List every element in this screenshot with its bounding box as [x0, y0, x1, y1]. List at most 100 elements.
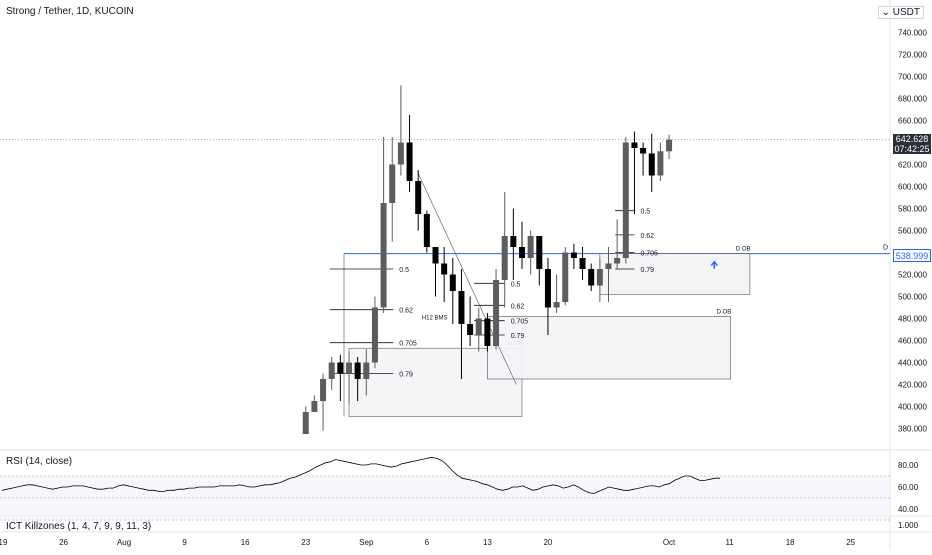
candle-body — [596, 269, 603, 286]
y-tick-label: 720.000 — [898, 51, 927, 60]
currency-label: USDT — [892, 7, 920, 18]
currency-selector[interactable]: ⌄ USDT — [877, 6, 924, 19]
candle-body — [354, 362, 361, 379]
fib-level-label: 0.5 — [511, 281, 521, 288]
candle-body — [397, 142, 404, 165]
order-block-label: D OB — [736, 247, 751, 253]
candle-body — [536, 236, 543, 269]
x-tick-label: 25 — [846, 538, 855, 547]
level-price-badge: 538.999 — [893, 249, 931, 262]
candle-body — [605, 263, 612, 269]
x-tick-label: Sep — [359, 538, 374, 547]
candle-body — [415, 181, 422, 214]
order-block — [599, 253, 751, 295]
y-tick-label: 600.000 — [898, 183, 927, 192]
y-tick-label: 560.000 — [898, 227, 927, 236]
annotation-label: H12 BMS — [422, 315, 448, 321]
ict-title: ICT Killzones (1, 4, 7, 9, 9, 11, 3) — [6, 521, 152, 532]
candle-body — [380, 203, 387, 308]
candle-body — [449, 274, 456, 291]
fib-level-label: 0.79 — [399, 372, 413, 379]
candle-body — [371, 307, 378, 363]
candle-body — [467, 324, 474, 335]
y-tick-label: 740.000 — [898, 29, 927, 38]
y-tick-label: 460.000 — [898, 337, 927, 346]
order-block-label: D OB — [717, 309, 732, 315]
candle-body — [484, 318, 491, 346]
candle-body — [363, 362, 370, 379]
fib-level-label: 0.705 — [511, 319, 529, 326]
trend-line — [417, 173, 517, 385]
candle-body — [406, 142, 413, 181]
fib-level-label: 0.62 — [511, 303, 525, 310]
candle-body — [302, 412, 309, 434]
x-tick-label: 11 — [725, 538, 734, 547]
x-tick-label: 16 — [241, 538, 250, 547]
fib-level-label: 0.79 — [511, 333, 525, 340]
rsi-line — [1, 456, 720, 495]
candle-body — [432, 247, 439, 264]
x-tick-label: 26 — [59, 538, 68, 547]
fib-level-label: 0.62 — [399, 308, 413, 315]
rsi-tick-label: 60.00 — [898, 483, 919, 492]
fib-level-label: 0.79 — [640, 267, 654, 274]
candle-body — [510, 236, 517, 247]
candle-body — [311, 401, 318, 412]
x-tick-label: 13 — [483, 538, 492, 547]
last-price: 642.628 — [895, 134, 929, 144]
last-price-badge: 642.628 07:42:25 — [893, 134, 931, 154]
candle-body — [527, 236, 534, 258]
candle-body — [579, 258, 586, 269]
candle-body — [320, 379, 327, 401]
y-tick-label: 440.000 — [898, 359, 927, 368]
candle-body — [458, 291, 465, 324]
candle-body — [337, 362, 344, 374]
candle-body — [519, 247, 525, 258]
candle-body — [493, 280, 500, 346]
candle-body — [328, 362, 335, 379]
candle-body — [588, 269, 595, 286]
x-tick-label: 9 — [182, 538, 187, 547]
order-block — [487, 315, 731, 380]
candle-body — [657, 151, 664, 176]
y-tick-label: 420.000 — [898, 381, 927, 390]
candle-body — [562, 252, 569, 302]
arrow-up-icon — [710, 260, 718, 269]
candle-body — [389, 164, 396, 203]
candle-body — [441, 263, 448, 275]
y-tick-label: 400.000 — [898, 403, 927, 412]
candle-body — [475, 318, 482, 335]
candle-body — [631, 142, 638, 148]
chevron-down-icon: ⌄ — [881, 7, 890, 18]
candle-body — [346, 362, 352, 374]
rsi-title: RSI (14, close) — [6, 456, 73, 467]
candle-body — [640, 148, 647, 154]
x-tick-label: 18 — [786, 538, 795, 547]
x-tick-label: 20 — [543, 538, 552, 547]
candle-body — [666, 139, 673, 152]
x-tick-label: 19 — [0, 538, 8, 547]
y-tick-label: 500.000 — [898, 293, 927, 302]
fib-level-label: 0.705 — [399, 341, 417, 348]
fib-level-label: 0.5 — [640, 209, 650, 216]
y-tick-label: 620.000 — [898, 161, 927, 170]
x-tick-label: 23 — [301, 538, 310, 547]
candle-body — [553, 302, 560, 308]
rsi-tick-label: 40.00 — [898, 505, 919, 514]
y-tick-label: 680.000 — [898, 95, 927, 104]
fib-level-label: 0.5 — [399, 267, 409, 274]
y-tick-label: 380.000 — [898, 425, 927, 434]
candle-body — [614, 258, 621, 264]
y-tick-label: 580.000 — [898, 205, 927, 214]
y-tick-label: 700.000 — [898, 73, 927, 82]
bar-countdown: 07:42:25 — [894, 144, 930, 154]
y-tick-label: 520.000 — [898, 271, 927, 280]
candle-body — [501, 236, 508, 280]
candle-body — [570, 252, 577, 258]
candle-body — [622, 142, 629, 258]
candle-body — [648, 153, 655, 176]
fib-level-label: 0.62 — [640, 233, 654, 240]
y-tick-label: 480.000 — [898, 315, 927, 324]
